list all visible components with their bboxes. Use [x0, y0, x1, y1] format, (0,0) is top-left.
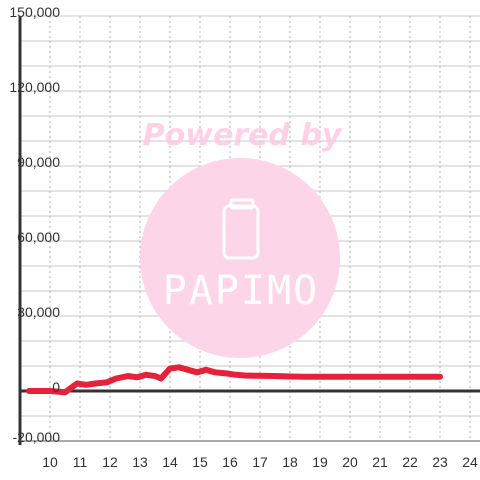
x-tick-label: 17 [252, 454, 268, 470]
y-tick-label: 120,000 [9, 79, 60, 95]
watermark: Powered by PAPIMO [140, 118, 343, 358]
x-tick-label: 22 [402, 454, 418, 470]
y-tick-label: 0 [52, 379, 60, 395]
x-tick-label: 19 [312, 454, 328, 470]
y-tick-label: 150,000 [9, 4, 60, 20]
watermark-text: Powered by [143, 118, 343, 153]
x-tick-label: 23 [432, 454, 448, 470]
axes [18, 16, 480, 445]
grid [20, 15, 480, 442]
y-tick-label: 60,000 [17, 229, 60, 245]
phone-icon [222, 198, 260, 260]
x-tick-label: 15 [192, 454, 208, 470]
x-tick-label: 18 [282, 454, 298, 470]
x-tick-label: 11 [73, 454, 88, 470]
y-tick-label: -20,000 [13, 429, 61, 445]
watermark-brand: PAPIMO [163, 268, 320, 314]
y-tick-label: 90,000 [17, 154, 60, 170]
x-tick-label: 20 [342, 454, 358, 470]
series-layer [26, 364, 443, 396]
x-tick-label: 16 [222, 454, 238, 470]
x-tick-label: 13 [132, 454, 148, 470]
x-tick-label: 10 [42, 454, 58, 470]
x-tick-label: 24 [462, 454, 478, 470]
series-line [26, 364, 443, 396]
y-tick-label: 30,000 [17, 304, 60, 320]
x-tick-label: 12 [102, 454, 118, 470]
tick-labels: 150,000 120,000 90,000 60,000 30,000 0 -20,000… [9, 4, 478, 470]
x-tick-label: 14 [162, 454, 178, 470]
x-tick-label: 21 [372, 454, 388, 470]
